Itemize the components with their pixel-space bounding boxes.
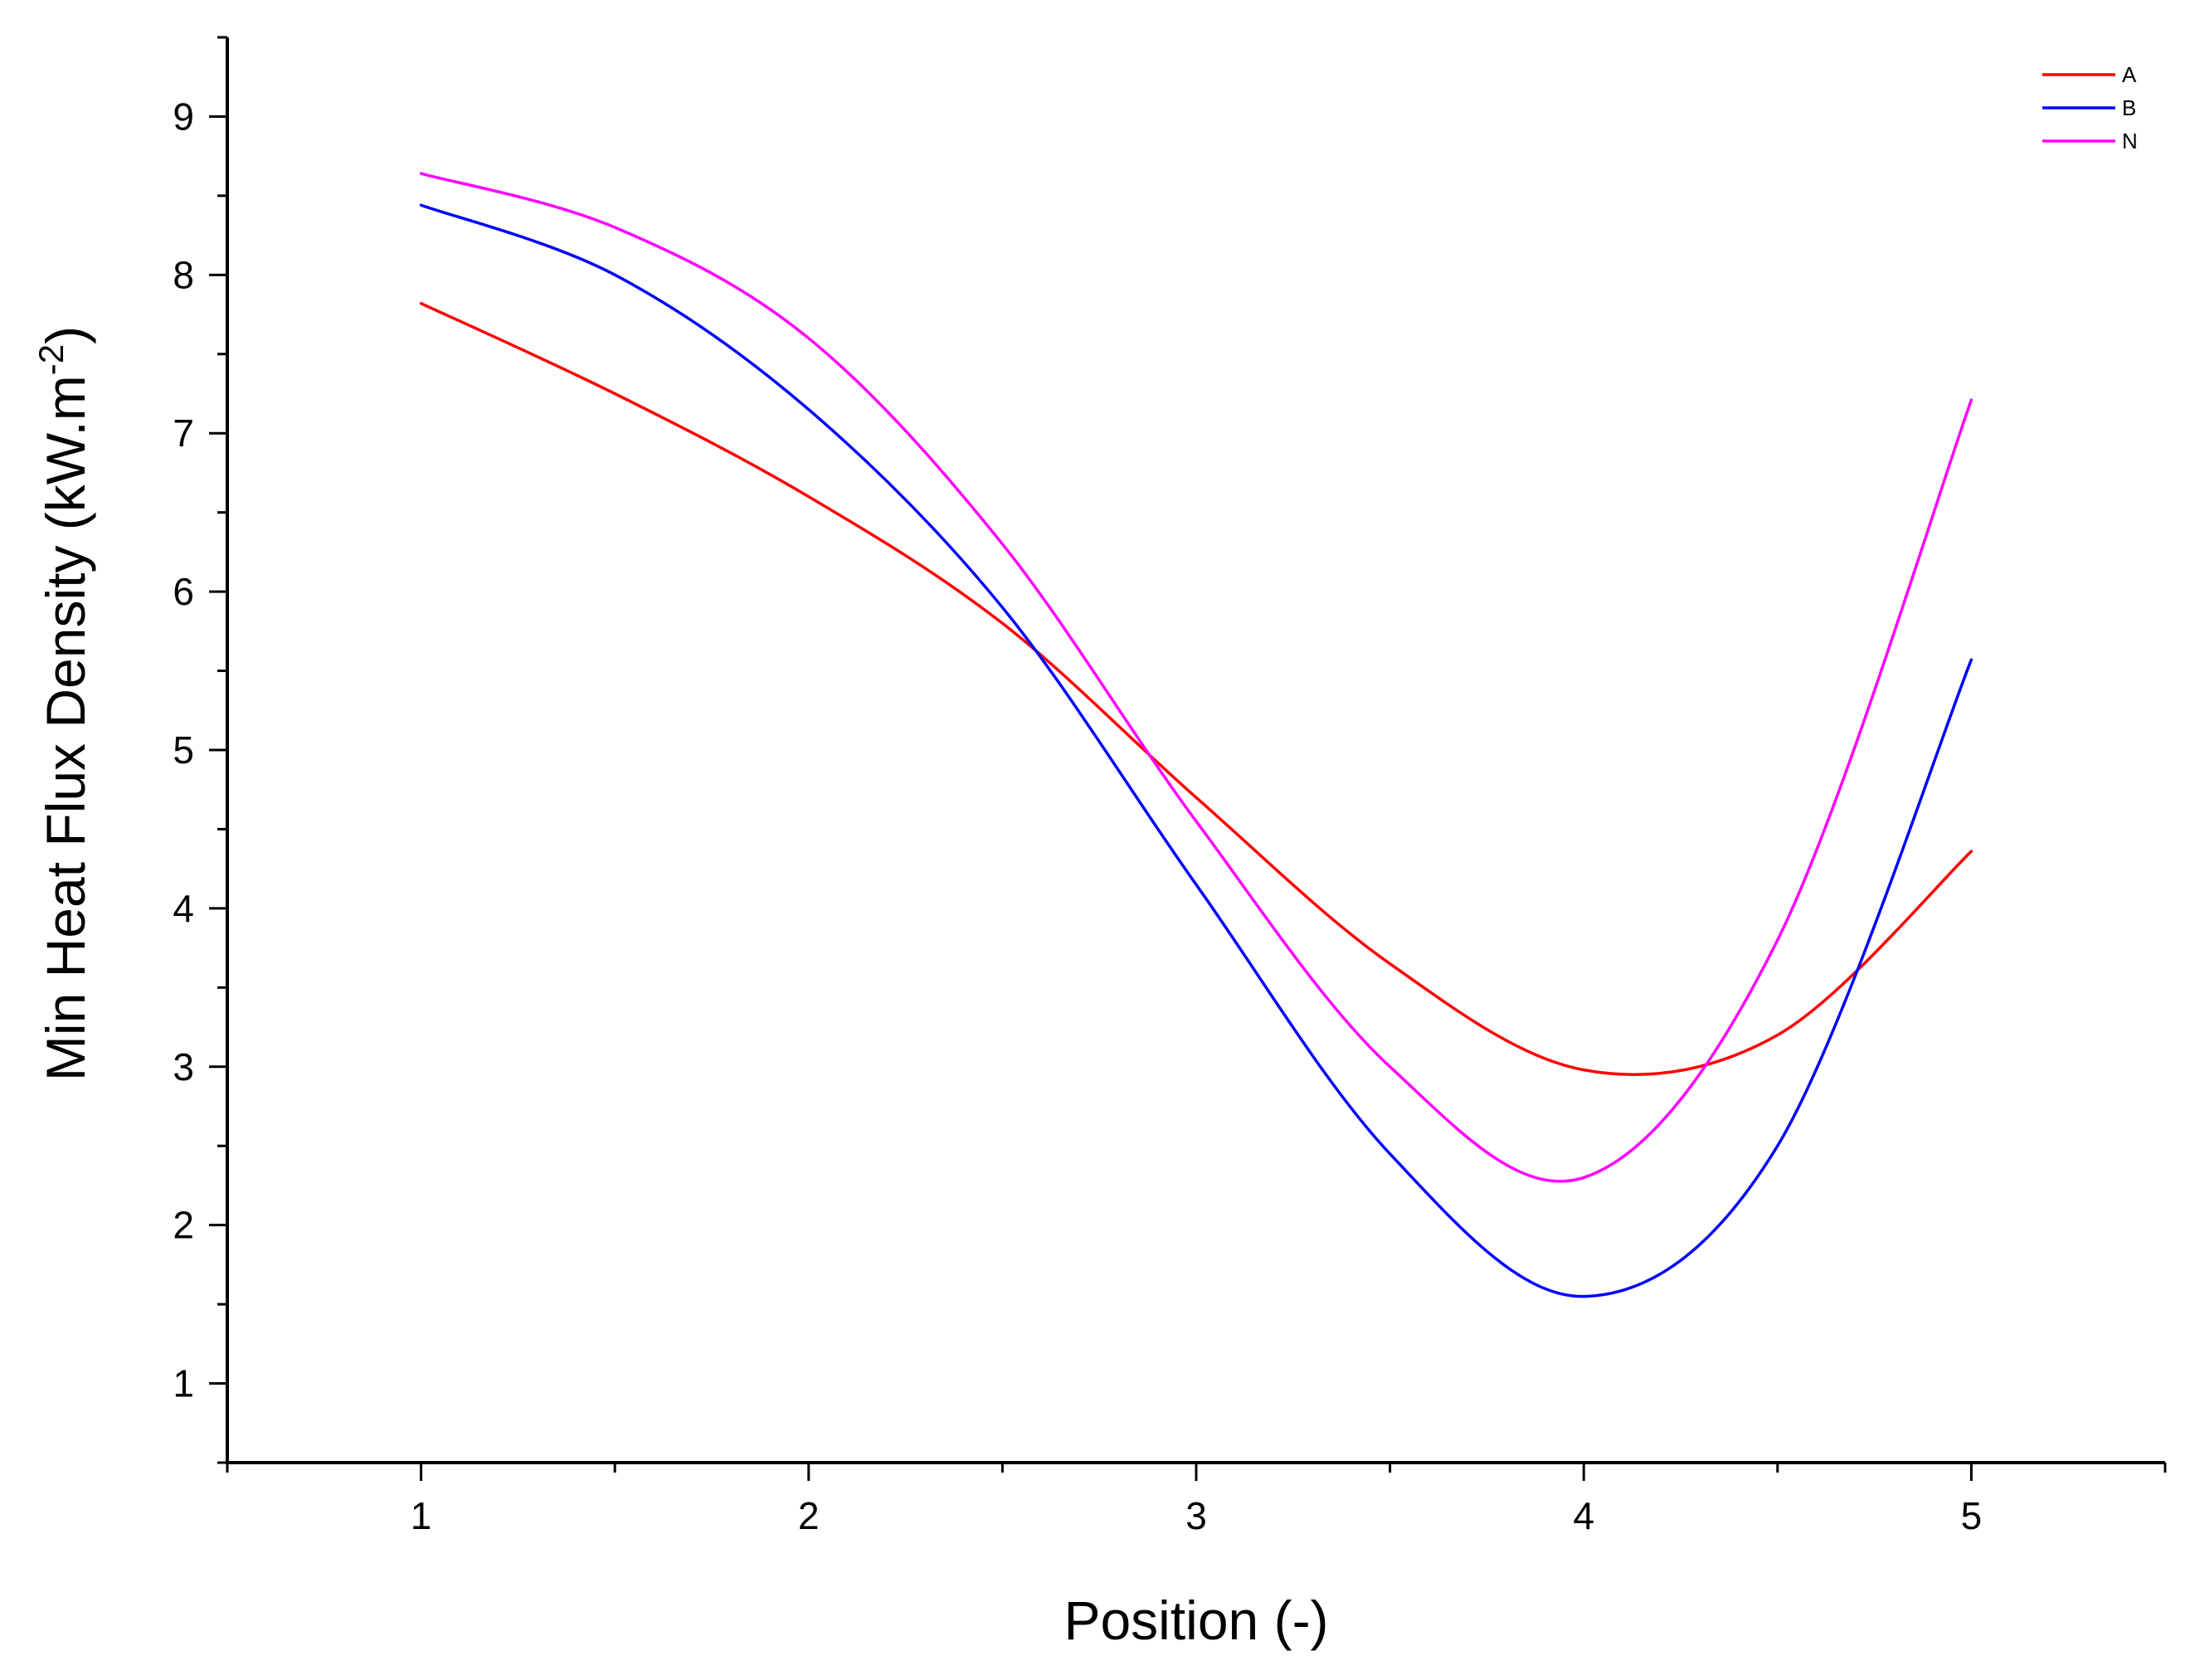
y-tick-label: 1 <box>173 1362 194 1405</box>
axes: 1 2 3 4 5 1 2 3 4 5 6 7 8 9 <box>173 36 2167 1537</box>
x-tick-label: 1 <box>411 1494 432 1537</box>
y-tick-label: 5 <box>173 728 194 772</box>
y-tick-label: 8 <box>173 253 194 296</box>
x-tick-label: 2 <box>798 1494 820 1537</box>
x-tick-label: 5 <box>1961 1494 1983 1537</box>
series-line-a <box>419 301 1973 1076</box>
legend-label-b: B <box>2122 95 2136 120</box>
legend: ABN <box>2042 62 2138 153</box>
legend-label-a: A <box>2122 62 2137 87</box>
y-tick-label: 2 <box>173 1204 194 1247</box>
y-tick-label: 4 <box>173 887 194 930</box>
series-line-b <box>419 203 1973 1298</box>
legend-label-n: N <box>2122 129 2138 153</box>
x-tick-label: 4 <box>1573 1494 1594 1537</box>
x-axis-title: Position (-) <box>1063 1590 1328 1651</box>
series-line-n <box>419 172 1973 1183</box>
y-tick-label: 6 <box>173 570 194 613</box>
y-tick-label: 9 <box>173 95 194 138</box>
plot-lines <box>419 172 1973 1298</box>
y-tick-label: 7 <box>173 411 194 455</box>
y-axis-title-superscript: -2 <box>32 344 71 375</box>
y-tick-label: 3 <box>173 1045 194 1088</box>
y-axis-title-close: ) <box>35 326 96 344</box>
x-tick-label: 3 <box>1185 1494 1207 1537</box>
y-axis-title-main: Min Heat Flux Density (kW.m <box>35 375 96 1081</box>
y-axis-title: Min Heat Flux Density (kW.m-2) <box>32 326 96 1081</box>
